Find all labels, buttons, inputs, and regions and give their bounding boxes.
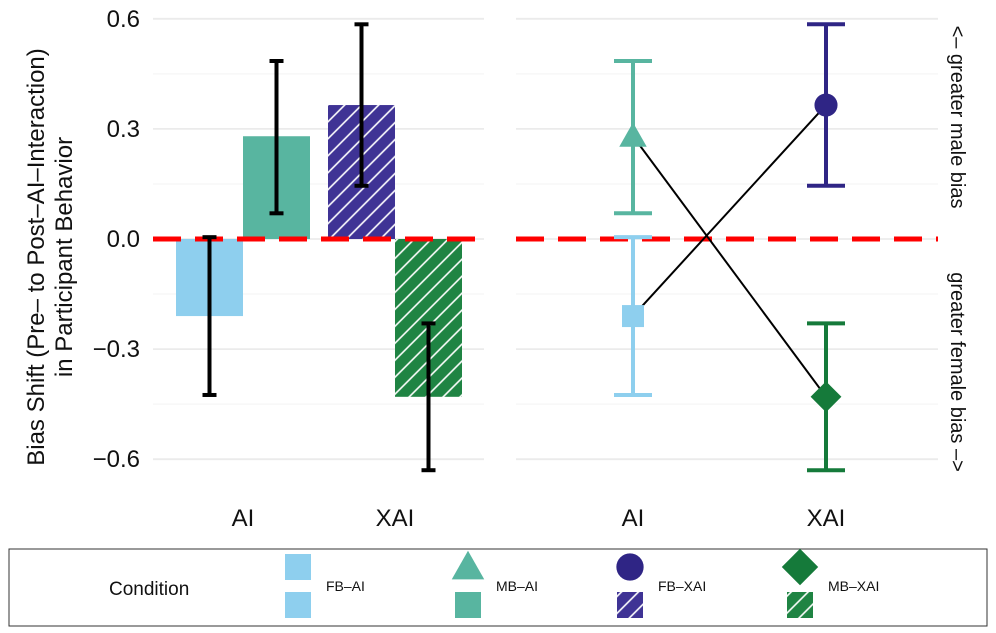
bar-series [176, 105, 462, 397]
y-axis-title: Bias Shift (Pre– to Post–AI–Interaction)… [23, 48, 78, 466]
legend-label-mb-xai: MB–XAI [828, 578, 879, 594]
y-tick-label-0-3: 0.3 [107, 116, 140, 143]
connector-fb-ai-to-fb-xai [632, 104, 827, 317]
point-fb-xai [814, 93, 838, 117]
legend-box [8, 548, 988, 627]
left-x-tick-labels: AI XAI [232, 505, 415, 532]
legend-label-fb-ai: FB–AI [326, 578, 365, 594]
legend-entry-mb-xai: MB–XAI [781, 548, 879, 618]
legend-entries: FB–AI MB–AI FB–XAI MB–XAI [285, 548, 879, 618]
point-panel: AI XAI [516, 17, 938, 532]
legend-entry-fb-xai: FB–XAI [616, 553, 706, 618]
error-bar-fb-xai [354, 22, 369, 188]
y-axis-title-line-1: Bias Shift (Pre– to Post–AI–Interaction) [23, 48, 50, 466]
legend-entry-fb-ai: FB–AI [285, 554, 365, 618]
right-x-tick-labels: AI XAI [622, 505, 846, 532]
legend-marker-triangle [451, 550, 485, 580]
error-bar-mb-ai [269, 59, 284, 216]
legend-entry-mb-ai: MB–AI [451, 550, 538, 618]
female-bias-note: greater female bias –> [946, 272, 968, 472]
y-tick-label-0-0: 0.0 [107, 226, 140, 253]
left-x-tick-label-xai: XAI [376, 505, 415, 532]
legend-title: Condition [109, 579, 189, 600]
bar-error-bars [202, 22, 436, 473]
legend-marker-diamond [781, 548, 819, 586]
left-x-tick-label-ai: AI [232, 505, 255, 532]
y-tick-label--0-6: −0.6 [93, 446, 140, 473]
y-tick-labels: 0.6 0.3 0.0 −0.3 −0.6 [93, 6, 140, 473]
point-mb-xai [810, 381, 842, 413]
legend-swatch [617, 592, 643, 618]
legend-label-fb-xai: FB–XAI [658, 578, 706, 594]
legend-swatch [285, 592, 311, 618]
error-bar-fb-ai [202, 235, 217, 397]
legend-swatch [455, 592, 481, 618]
right-x-tick-label-xai: XAI [807, 505, 846, 532]
legend-swatch [787, 592, 813, 618]
bar-panel: 0.6 0.3 0.0 −0.3 −0.6 AI XAI [93, 6, 484, 532]
y-tick-label--0-3: −0.3 [93, 336, 140, 363]
error-bar-mb-xai [421, 321, 436, 473]
point-error-bars [614, 22, 845, 473]
y-axis-title-line-2: in Participant Behavior [51, 137, 78, 377]
legend-marker-square [285, 554, 311, 580]
point-fb-ai [622, 305, 644, 328]
point-mb-ai [619, 122, 647, 147]
male-bias-note: <– greater male bias [946, 26, 968, 209]
connector-mb-ai-to-mb-xai [632, 135, 827, 398]
y-tick-label-0-6: 0.6 [107, 6, 140, 33]
right-x-tick-label-ai: AI [622, 505, 645, 532]
legend-label-mb-ai: MB–AI [496, 578, 538, 594]
legend-marker-circle [616, 553, 644, 581]
point-markers [619, 93, 842, 413]
legend: Condition FB–AI MB–AI FB–XAI MB–XAI [8, 548, 988, 627]
connecting-lines [632, 104, 827, 398]
